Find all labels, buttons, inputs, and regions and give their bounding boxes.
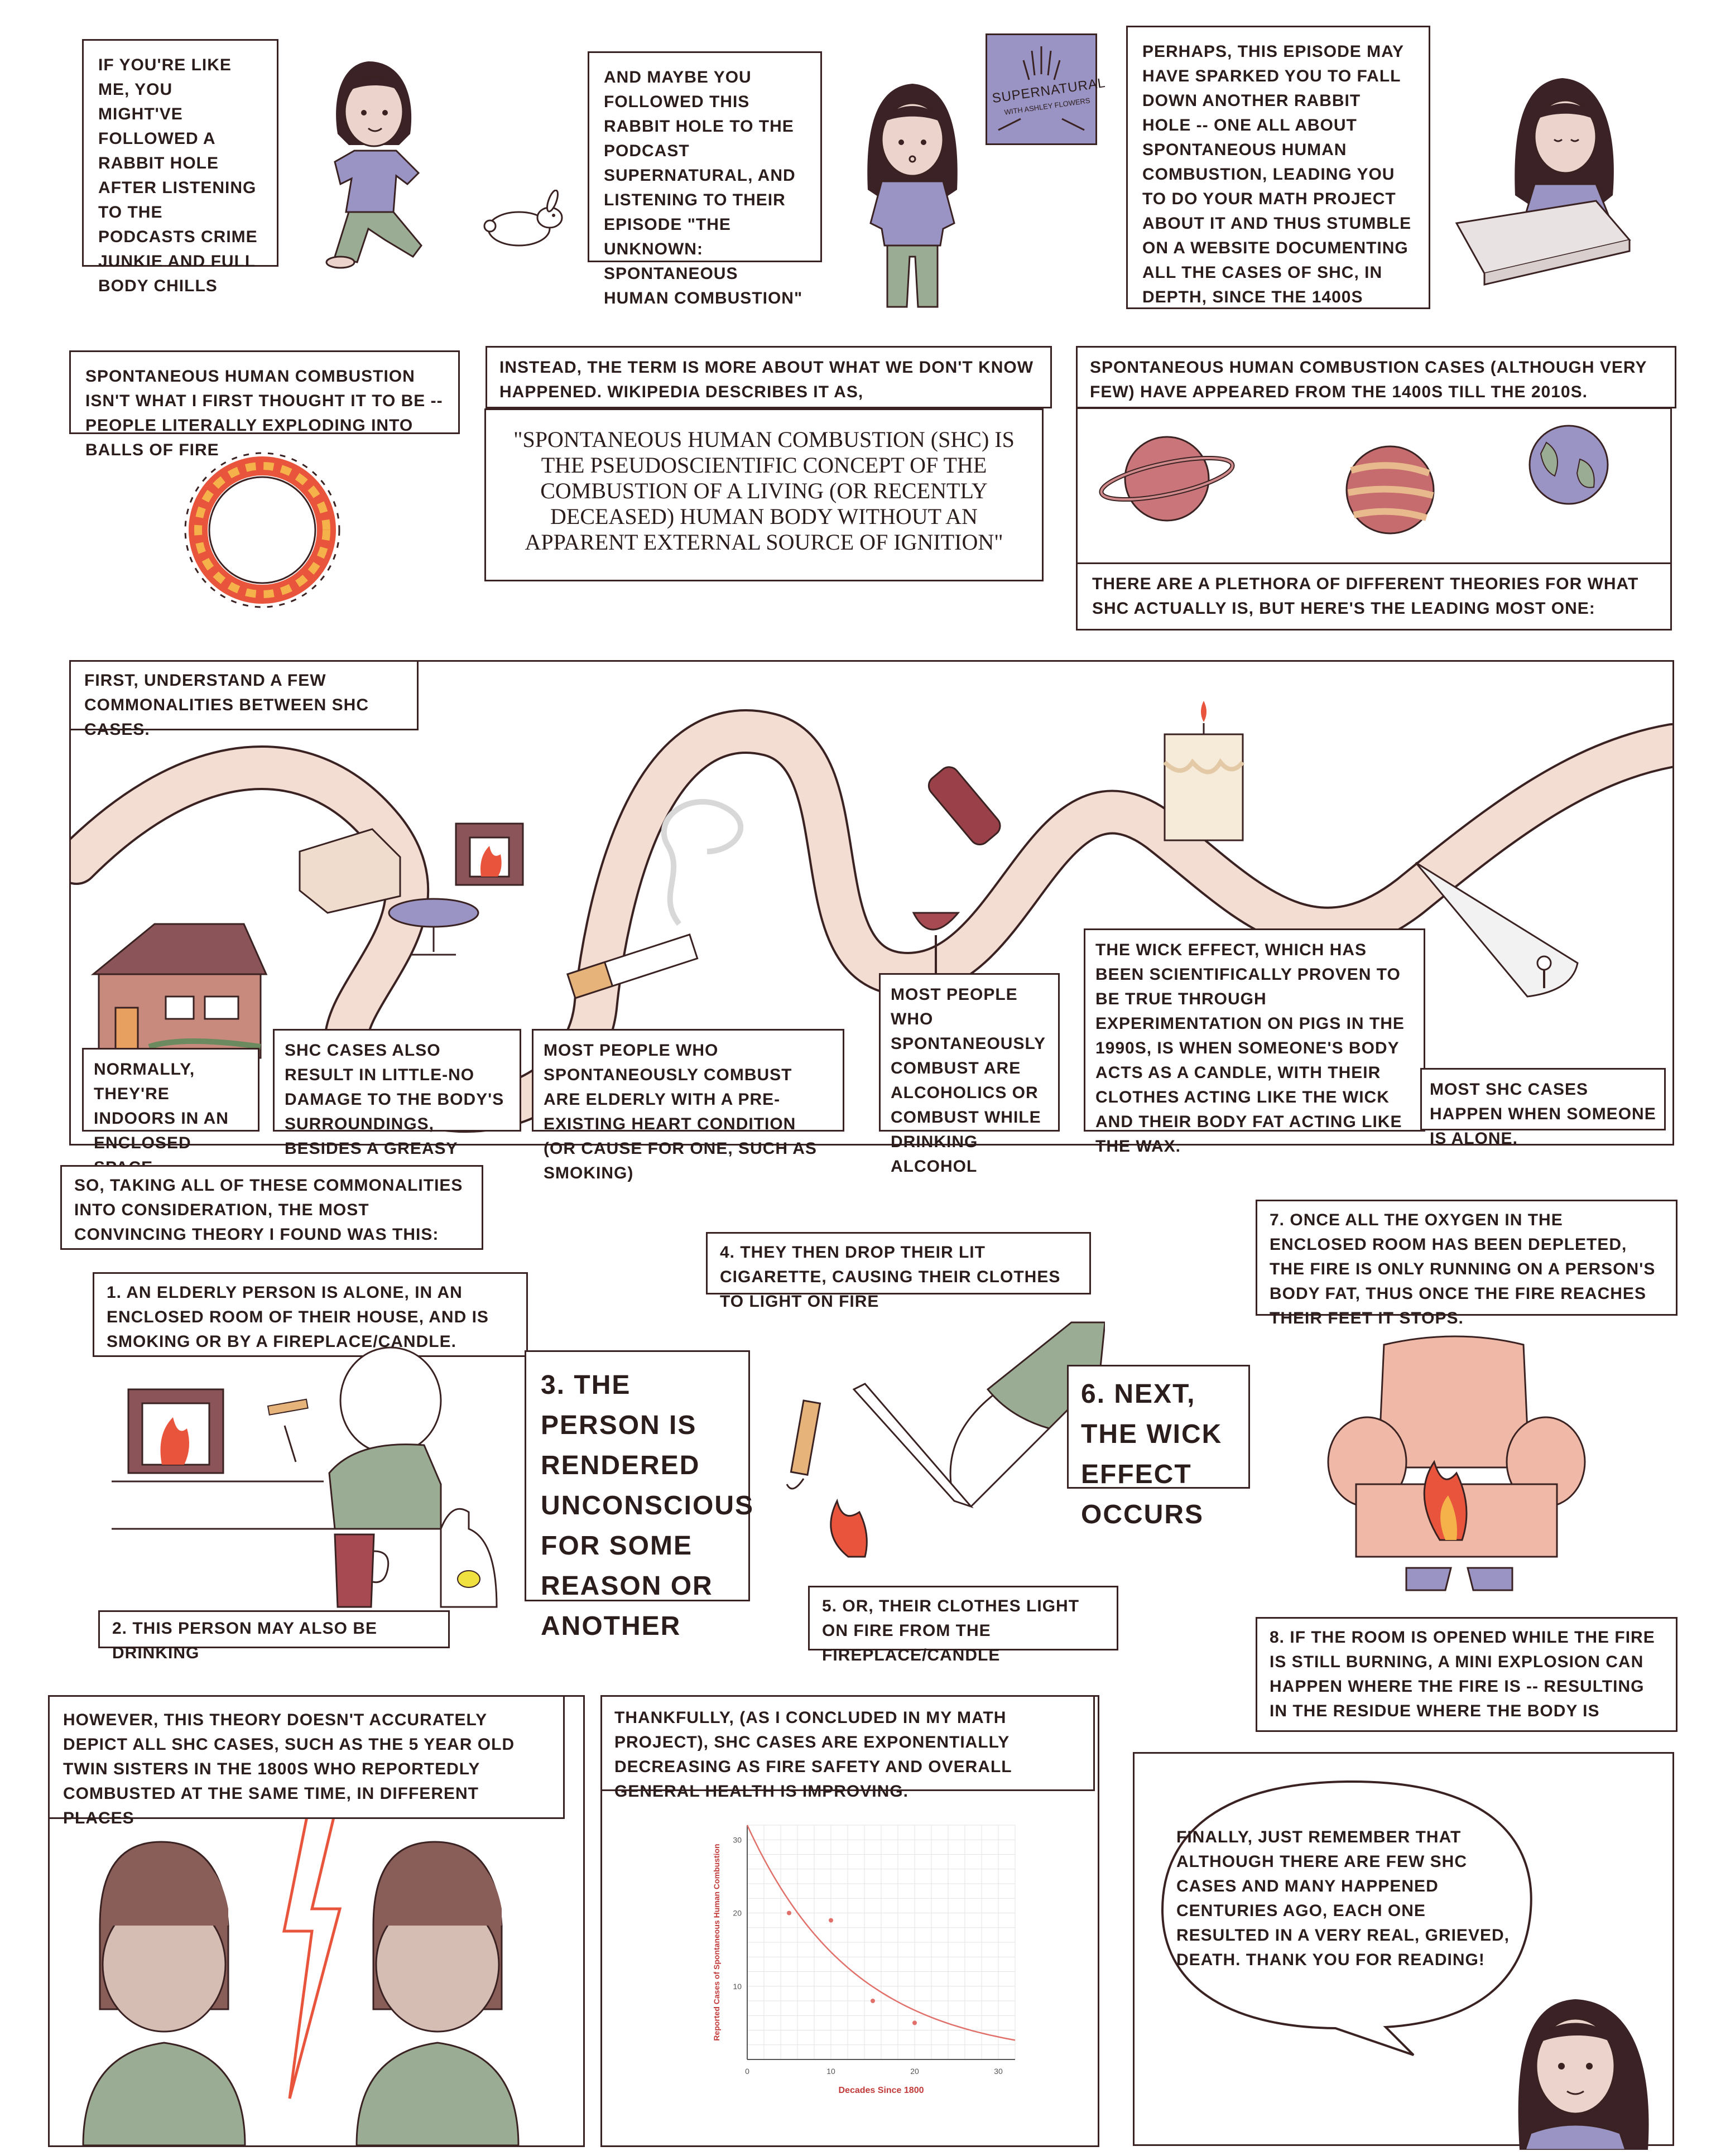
caption-step-3: 3. The person is rendered unconscious fo… — [525, 1350, 753, 1641]
chart-panel: Thankfully, (as I concluded in my math p… — [600, 1695, 1099, 2147]
x-tick-label: 20 — [910, 2067, 919, 2076]
caption-wick-effect: The wick effect, which has been scientif… — [1084, 928, 1425, 1156]
caption-alone: Most SHC cases happen when someone is al… — [1420, 1068, 1666, 1148]
girl-typing-illustration — [1455, 78, 1631, 286]
caption-theories: There are a plethora of different theori… — [1076, 562, 1672, 631]
candle-icon — [1163, 701, 1245, 841]
house-icon — [90, 923, 268, 1059]
girl-smiling-illustration — [1518, 1999, 1649, 2150]
speech-bubble — [1161, 1780, 1532, 2056]
ribbon-road-illustration — [54, 662, 1695, 1133]
caption-little-damage: SHC cases also result in little-no damag… — [273, 1029, 521, 1182]
commonalities-panel: First, understand a few commonalities be… — [54, 660, 1695, 1182]
x-axis-label: Decades Since 1800 — [839, 2086, 924, 2095]
data-point — [829, 1918, 833, 1923]
caption-elderly-heart: Most people who spontaneously combust ar… — [532, 1029, 844, 1182]
caption-another-rabbit-hole: Perhaps, this episode may have sparked y… — [1126, 26, 1430, 309]
hand-icon — [998, 46, 1085, 131]
caption-decreasing: Thankfully, (as I concluded in my math p… — [600, 1695, 1095, 1801]
caption-theory-intro: So, taking all of these commonalities in… — [60, 1165, 483, 1250]
dropping-cigarette-illustration — [786, 1321, 1105, 1558]
shc-cases-chart: 0 10 20 30 10 20 30 Decades Since 1800 Reported … — [712, 1825, 1016, 2095]
finale-text: Finally, just remember that although the… — [1176, 1828, 1510, 1969]
data-point — [871, 1999, 875, 2003]
burning-armchair-illustration — [1327, 1335, 1586, 1591]
y-axis-label: Reported Cases of Spontaneous Human Comb… — [712, 1844, 721, 2041]
caption-step-4: 4. They then drop their lit cigarette, c… — [706, 1232, 1091, 1311]
twin-left-icon — [82, 1841, 246, 2147]
caption-not-exploding: Spontaneous human combustion isn't what … — [69, 350, 460, 459]
twins-panel: However, this theory doesn't accurately … — [48, 1695, 585, 2147]
wine-icon — [912, 766, 1001, 978]
rabbit-icon — [483, 190, 563, 247]
planets-panel — [1076, 407, 1672, 586]
caption-commonalities: First, understand a few commonalities be… — [69, 660, 419, 739]
caption-step-8: 8. If the room is opened while the fire … — [1256, 1617, 1677, 1732]
caption-indoors: Normally, they're indoors in an enclosed… — [82, 1048, 259, 1177]
x-tick-label: 10 — [826, 2067, 835, 2076]
y-tick-label: 20 — [733, 1909, 742, 1918]
ring-of-fire-icon — [184, 452, 340, 608]
caption-podcast-supernatural: And maybe you followed this rabbit hole … — [588, 51, 822, 307]
supernatural-sign: SUPERNATURAL with Ashley Flowers — [986, 33, 1107, 145]
spotlight-icon — [1415, 862, 1579, 998]
elderly-smoking-illustration — [112, 1346, 498, 1608]
caption-term-meaning: Instead, the term is more about what we … — [486, 346, 1052, 408]
wikipedia-quote: "Spontaneous human combustion (SHC) is t… — [484, 408, 1044, 581]
caption-step-2: 2. This person may also be drinking — [98, 1610, 450, 1662]
x-tick-label: 30 — [994, 2067, 1003, 2076]
data-point — [787, 1910, 791, 1916]
planets-illustration — [1099, 425, 1609, 535]
girl-running-illustration — [325, 61, 422, 269]
y-tick-label: 10 — [733, 1982, 742, 1991]
caption-step-6: 6. Next, the wick effect occurs — [1067, 1365, 1250, 1529]
finale-panel: Finally, just remember that although the… — [1133, 1752, 1674, 2150]
twin-right-icon — [355, 1841, 520, 2147]
caption-alcoholics: Most people who spontaneously combust ar… — [879, 973, 1060, 1176]
girl-standing-illustration — [867, 84, 958, 308]
caption-twins: However, this theory doesn't accurately … — [48, 1695, 565, 1827]
x-tick-label: 0 — [745, 2067, 749, 2076]
living-room-icon — [299, 822, 524, 956]
cigarette-icon — [568, 802, 744, 999]
caption-step-1: 1. An elderly person is alone, in an enc… — [93, 1272, 528, 1357]
caption-step-5: 5. Or, their clothes light on fire from … — [808, 1586, 1118, 1664]
caption-cases-timeline: Spontaneous human combustion cases (alth… — [1076, 346, 1676, 408]
caption-step-7: 7. Once all the oxygen in the enclosed r… — [1256, 1200, 1677, 1327]
y-tick-label: 30 — [733, 1835, 742, 1844]
caption-rabbit-hole: If you're like me, you might've followed… — [82, 39, 278, 295]
twin-sisters-illustration — [82, 1790, 520, 2147]
fit-curve — [746, 1825, 1016, 2041]
data-point — [912, 2020, 917, 2025]
